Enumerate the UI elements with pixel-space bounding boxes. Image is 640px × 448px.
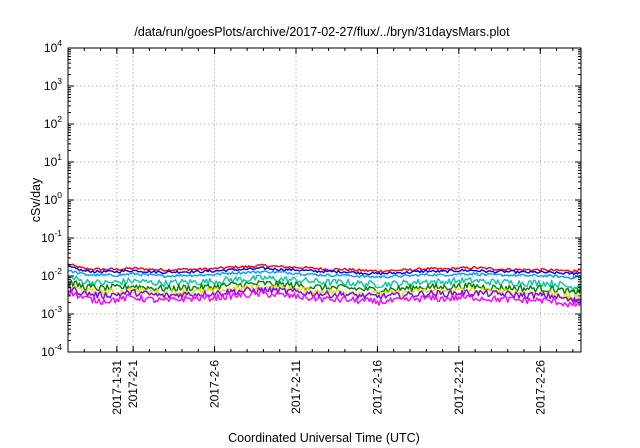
x-tick-label: 2017-2-21 (452, 360, 466, 415)
x-tick-label: 2017-2-16 (370, 360, 384, 415)
grid (68, 48, 581, 352)
chart-title: /data/run/goesPlots/archive/2017-02-27/f… (134, 25, 510, 39)
y-tick-label: 103 (44, 76, 62, 93)
series-line (67, 284, 582, 303)
y-tick-label: 104 (44, 38, 62, 55)
y-tick-label: 101 (44, 152, 62, 169)
series-line (67, 269, 582, 280)
y-tick-label: 100 (44, 190, 62, 207)
series-line (67, 279, 582, 296)
axis-ticks: 10-4 10-3 10-2 10-1 100 101 102 103 104 2017-1-31… (41, 38, 581, 415)
y-tick-label: 10-2 (41, 266, 62, 283)
x-axis-label: Coordinated Universal Time (UTC) (228, 431, 420, 445)
series-layer (67, 263, 582, 308)
x-tick-label: 2017-2-6 (208, 360, 222, 408)
series-line (67, 274, 582, 292)
series-line (67, 289, 582, 308)
y-tick-label: 10-4 (41, 342, 62, 359)
x-tick-label: 2017-2-26 (533, 360, 547, 415)
x-tick-label: 2017-1-31 (110, 360, 124, 415)
y-tick-label: 102 (44, 114, 62, 131)
y-tick-label: 10-1 (41, 228, 62, 245)
x-tick-label: 2017-2-1 (126, 360, 140, 408)
x-tick-label: 2017-2-11 (289, 360, 303, 414)
y-tick-label: 10-3 (41, 304, 62, 321)
series-line (67, 264, 582, 276)
y-axis-label: cSv/day (29, 177, 43, 222)
